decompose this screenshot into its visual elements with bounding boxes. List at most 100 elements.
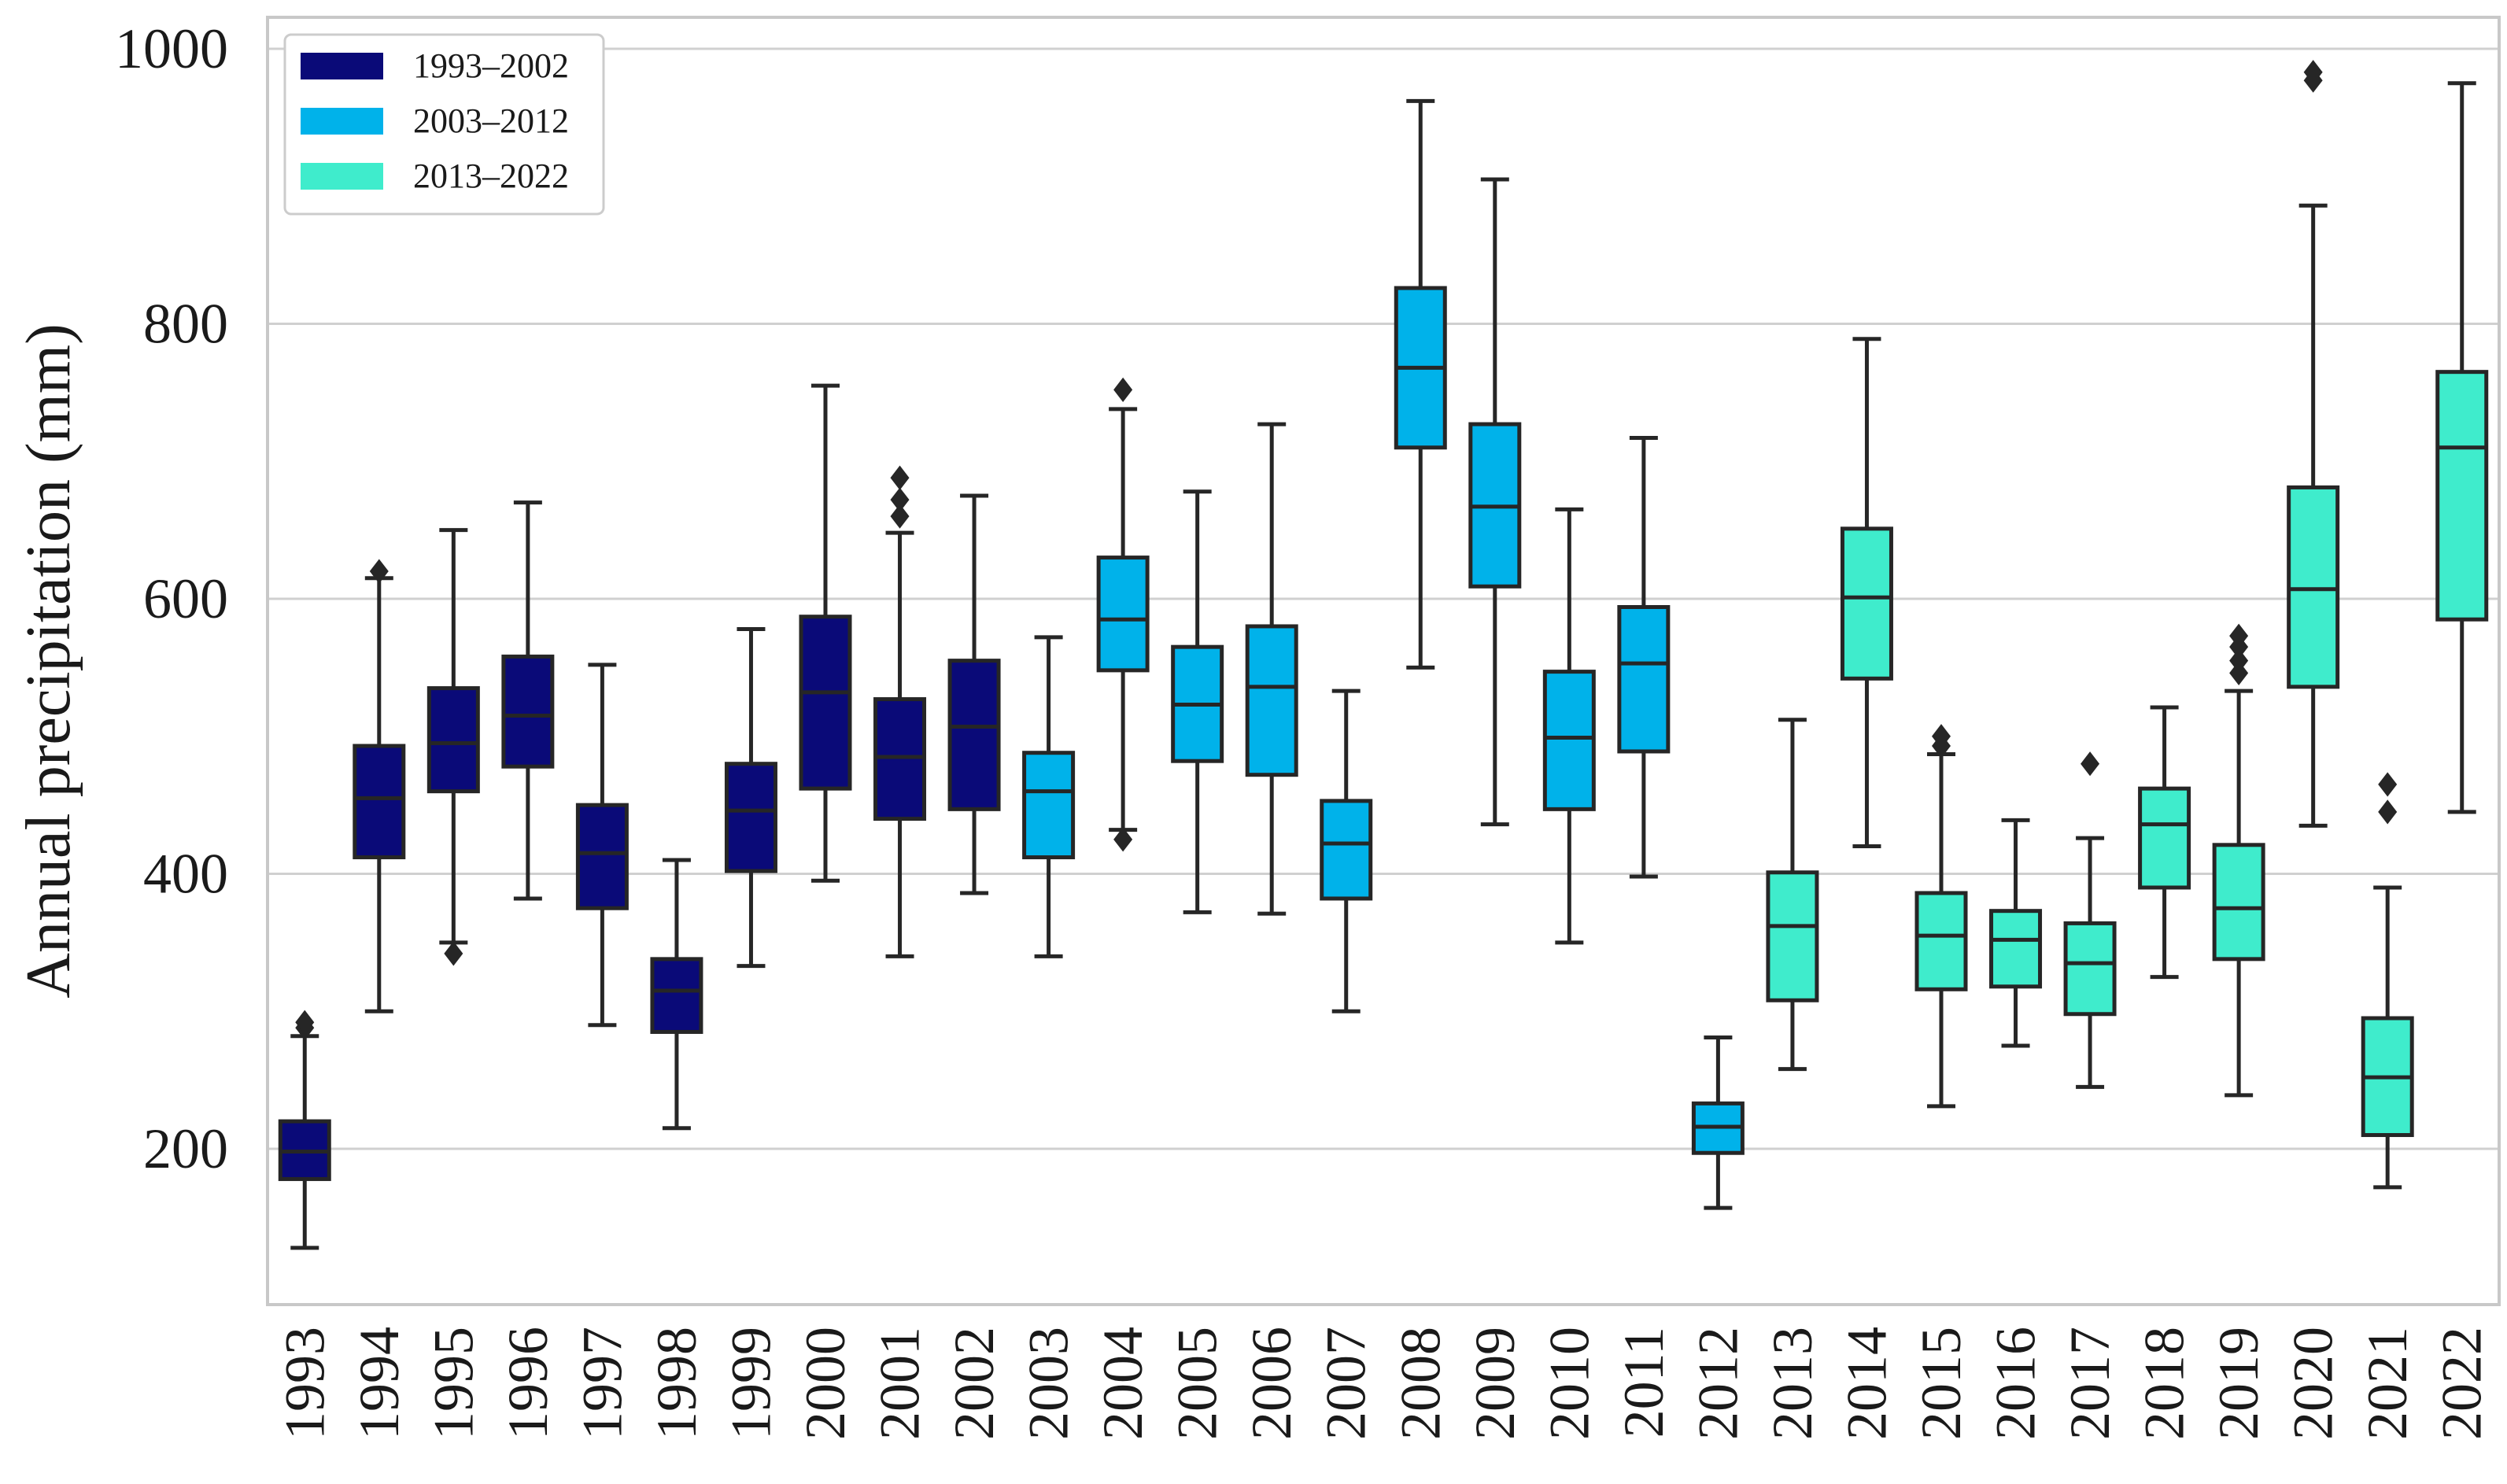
box-2017 (2063, 751, 2117, 1089)
x-tick-label-1996: 1996 (497, 1327, 559, 1440)
iqr-box-2003 (1022, 751, 1076, 860)
x-tick-label-2018: 2018 (2133, 1327, 2196, 1440)
box-2006 (1245, 422, 1298, 916)
flier-2001-0 (890, 504, 910, 529)
x-tick-label-2000: 2000 (794, 1327, 857, 1440)
box-2019 (2212, 623, 2265, 1098)
flier-2019-3 (2229, 623, 2249, 648)
box-2008 (1394, 98, 1447, 670)
x-tick-label-2015: 2015 (1910, 1327, 1973, 1440)
box-1996 (501, 500, 555, 901)
y-axis-title: Annual precipitation (mm) (14, 323, 83, 999)
iqr-box-1994 (353, 744, 406, 860)
flier-1995-0 (444, 941, 463, 966)
iqr-box-2011 (1617, 604, 1671, 754)
flier-2001-2 (890, 465, 910, 490)
flier-2019-1 (2229, 648, 2249, 674)
y-tick-label-200: 200 (143, 1117, 228, 1180)
x-tick-label-2003: 2003 (1017, 1327, 1080, 1440)
x-tick-label-2004: 2004 (1091, 1327, 1154, 1440)
x-tick-label-1993: 1993 (273, 1327, 336, 1440)
box-1993 (278, 1010, 331, 1250)
y-tick-label-400: 400 (143, 843, 228, 906)
iqr-box-2019 (2212, 843, 2265, 962)
box-2003 (1022, 635, 1076, 958)
box-2000 (799, 383, 852, 883)
x-tick-label-1997: 1997 (570, 1327, 633, 1440)
iqr-box-1995 (426, 686, 480, 794)
flier-2004-1 (1113, 377, 1133, 402)
box-1997 (575, 663, 629, 1028)
legend: 1993–2002 2003–2012 2013–2022 (283, 33, 605, 216)
x-tick-label-2020: 2020 (2282, 1327, 2345, 1440)
iqr-box-1996 (501, 654, 555, 769)
legend-label-2003-2012: 2003–2012 (413, 102, 569, 140)
iqr-box-2002 (947, 659, 1001, 811)
x-tick-label-2021: 2021 (2356, 1327, 2419, 1440)
box-2021 (2361, 772, 2414, 1190)
box-1998 (650, 858, 703, 1131)
box-2004 (1096, 377, 1150, 852)
legend-swatch-1993-2002 (301, 53, 383, 79)
box-1995 (426, 528, 480, 966)
iqr-box-2004 (1096, 556, 1150, 673)
box-2011 (1617, 436, 1671, 879)
legend-label-2013-2022: 2013–2022 (413, 157, 569, 195)
iqr-box-2010 (1542, 670, 1596, 811)
box-2010 (1542, 507, 1596, 945)
box-2012 (1691, 1035, 1745, 1210)
flier-1993-1 (295, 1010, 315, 1035)
box-2001 (873, 465, 927, 958)
iqr-box-2016 (1989, 909, 2043, 989)
flier-2004-0 (1113, 827, 1133, 852)
iqr-box-2006 (1245, 624, 1298, 777)
legend-swatch-2003-2012 (301, 108, 383, 135)
iqr-box-2017 (2063, 921, 2117, 1017)
x-tick-label-2013: 2013 (1761, 1327, 1824, 1440)
x-tick-label-1994: 1994 (348, 1327, 411, 1440)
legend-swatch-2013-2022 (301, 163, 383, 190)
plot-frame (266, 16, 2501, 1306)
flier-2017-0 (2081, 751, 2100, 777)
y-tick-label-800: 800 (143, 293, 228, 356)
flier-2019-0 (2229, 660, 2249, 685)
iqr-box-2022 (2435, 370, 2489, 622)
box-2018 (2138, 705, 2191, 980)
x-tick-label-1999: 1999 (719, 1327, 782, 1440)
x-tick-label-2014: 2014 (1835, 1327, 1898, 1440)
box-1994 (353, 559, 406, 1013)
box-2015 (1914, 724, 1968, 1109)
x-tick-label-2012: 2012 (1686, 1327, 1749, 1440)
x-tick-label-2006: 2006 (1240, 1327, 1303, 1440)
x-tick-labels: 1993 1994 1995 1996 1997 1998 1999 2000 2001 2002… (273, 1327, 2493, 1440)
x-tick-label-2022: 2022 (2431, 1327, 2494, 1440)
iqr-box-1999 (724, 762, 777, 873)
x-tick-label-2001: 2001 (869, 1327, 932, 1440)
x-tick-label-2011: 2011 (1612, 1327, 1675, 1438)
x-tick-label-1995: 1995 (422, 1327, 485, 1440)
box-2002 (947, 493, 1001, 895)
flier-1994-0 (369, 559, 389, 584)
iqr-box-2000 (799, 615, 852, 791)
flier-2001-1 (890, 487, 910, 512)
iqr-box-2020 (2287, 485, 2340, 689)
y-tick-label-1000: 1000 (115, 17, 228, 80)
box-1999 (724, 626, 777, 969)
x-tick-label-1998: 1998 (645, 1327, 708, 1440)
box-2013 (1766, 718, 1819, 1072)
box-2016 (1989, 818, 2043, 1048)
iqr-box-2007 (1320, 799, 1373, 901)
flier-2021-0 (2378, 799, 2398, 825)
iqr-box-1997 (575, 803, 629, 910)
legend-label-1993-2002: 1993–2002 (413, 46, 569, 85)
box-2020 (2287, 60, 2340, 828)
grid-lines (268, 47, 2499, 1150)
flier-2015-1 (1932, 724, 1951, 749)
x-tick-label-2007: 2007 (1315, 1327, 1378, 1440)
box-2005 (1171, 489, 1224, 914)
iqr-box-2001 (873, 697, 927, 821)
x-tick-label-2005: 2005 (1166, 1327, 1229, 1440)
x-tick-label-2016: 2016 (1985, 1327, 2047, 1440)
iqr-box-2013 (1766, 870, 1819, 1002)
